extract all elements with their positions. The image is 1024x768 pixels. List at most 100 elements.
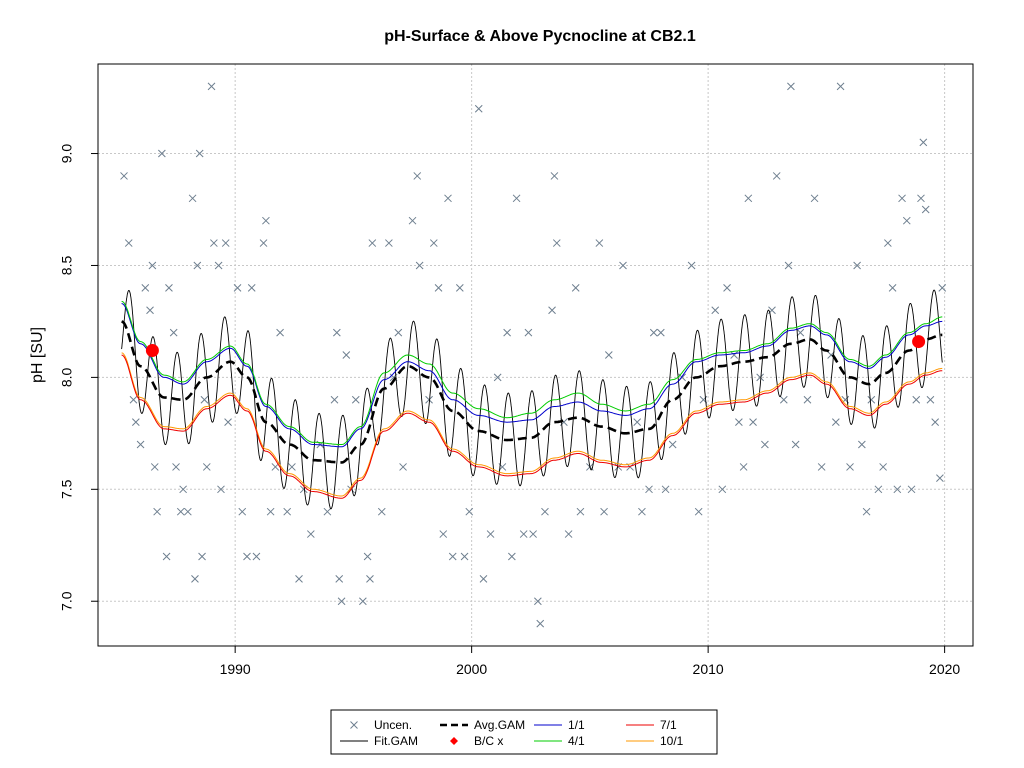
series-4-1 — [121, 300, 943, 445]
x-tick-label: 2000 — [456, 661, 487, 677]
uncen-point — [564, 530, 573, 538]
x-tick-label: 2010 — [693, 661, 724, 677]
uncen-point — [874, 485, 883, 494]
uncen-point — [893, 485, 902, 494]
uncen-point — [541, 507, 549, 516]
uncen-point — [299, 485, 308, 494]
uncen-point — [448, 552, 457, 561]
uncen-point — [233, 283, 242, 292]
uncen-point — [214, 261, 223, 270]
uncen-point — [191, 574, 199, 583]
uncen-point — [600, 507, 608, 516]
uncen-point — [784, 261, 793, 270]
uncen-point — [172, 463, 180, 471]
legend-item-fit: Fit.GAM — [340, 734, 418, 748]
uncen-point — [207, 82, 216, 91]
uncen-point — [548, 306, 556, 315]
series-lines — [121, 289, 943, 510]
uncen-point — [120, 172, 128, 180]
plot-frame — [97, 63, 974, 647]
y-tick-label: 8.0 — [59, 367, 75, 387]
uncen-point — [444, 194, 452, 203]
uncen-point — [694, 507, 703, 516]
uncen-point — [271, 463, 280, 471]
uncen-point — [619, 261, 627, 270]
legend-box — [330, 709, 718, 755]
uncen-point — [243, 552, 251, 561]
legend: Uncen. Fit.GAM Avg.GAM B/C x 1/1 4/1 7/1 10/1 — [330, 709, 718, 755]
uncen-point — [917, 194, 925, 203]
series-fit-gam — [121, 289, 943, 510]
uncen-point — [335, 574, 344, 583]
uncen-point — [836, 82, 845, 91]
legend-item-s7-1: 7/1 — [626, 718, 677, 732]
uncen-point — [879, 463, 887, 471]
series-10-1 — [121, 352, 943, 497]
uncen-point — [332, 328, 341, 337]
uncen-point — [718, 485, 727, 494]
legend-item-uncen: Uncen. — [350, 718, 412, 732]
uncen-point — [749, 418, 757, 427]
uncen-point — [221, 239, 230, 247]
legend-label: Uncen. — [374, 718, 412, 732]
uncen-point — [810, 194, 819, 203]
uncen-point — [552, 239, 561, 247]
uncen-point — [247, 283, 256, 292]
series-avg-gam — [121, 320, 943, 464]
uncen-point — [519, 530, 528, 538]
y-axis: 7.0 7.5 8.0 8.5 9.0 — [59, 144, 98, 611]
uncen-point — [276, 328, 284, 337]
uncen-point — [210, 239, 218, 247]
legend-label: Avg.GAM — [474, 718, 525, 732]
uncen-point — [193, 261, 202, 270]
uncen-point — [283, 507, 292, 516]
uncen-point — [474, 104, 483, 113]
bc-point — [145, 344, 159, 358]
uncen-point — [385, 239, 393, 247]
uncen-point — [262, 216, 270, 225]
legend-label: B/C x — [474, 734, 503, 748]
uncen-point — [252, 552, 261, 561]
y-tick-label: 7.0 — [59, 591, 75, 611]
uncen-point — [862, 507, 871, 516]
uncen-point — [507, 552, 516, 561]
uncen-point — [779, 395, 788, 404]
legend-item-s4-1: 4/1 — [534, 734, 585, 748]
uncen-point — [529, 530, 537, 538]
uncen-point — [867, 395, 876, 404]
uncen-point — [649, 328, 658, 337]
uncen-point — [668, 440, 677, 449]
uncen-point — [465, 507, 474, 516]
uncen-point — [460, 552, 469, 561]
uncen-point — [739, 463, 748, 471]
uncen-point — [399, 463, 407, 471]
legend-item-s1-1: 1/1 — [534, 718, 585, 732]
uncen-point — [337, 597, 346, 606]
uncen-point — [330, 395, 339, 404]
chart-title: pH-Surface & Above Pycnocline at CB2.1 — [384, 28, 696, 45]
y-tick-label: 7.5 — [59, 479, 75, 499]
uncen-point — [198, 552, 206, 561]
uncen-point — [735, 418, 743, 427]
uncen-point — [342, 351, 351, 359]
uncen-point — [363, 552, 372, 561]
uncen-point — [162, 552, 171, 561]
uncen-point — [188, 194, 197, 203]
bc-point — [912, 335, 926, 349]
y-tick-label: 9.0 — [59, 144, 75, 164]
uncen-point — [817, 463, 826, 471]
uncen-point — [224, 418, 232, 427]
uncen-point — [803, 395, 812, 404]
uncen-point — [141, 283, 150, 292]
uncen-point — [595, 239, 604, 247]
uncen-point — [150, 463, 159, 471]
uncen-point — [288, 463, 296, 471]
uncen-point — [157, 149, 166, 158]
uncen-point — [536, 619, 545, 628]
uncen-point — [633, 418, 642, 427]
uncen-point — [439, 530, 448, 538]
bc-points — [145, 335, 926, 358]
uncen-point — [919, 138, 928, 147]
uncen-point — [902, 216, 911, 225]
uncen-point — [266, 507, 275, 516]
